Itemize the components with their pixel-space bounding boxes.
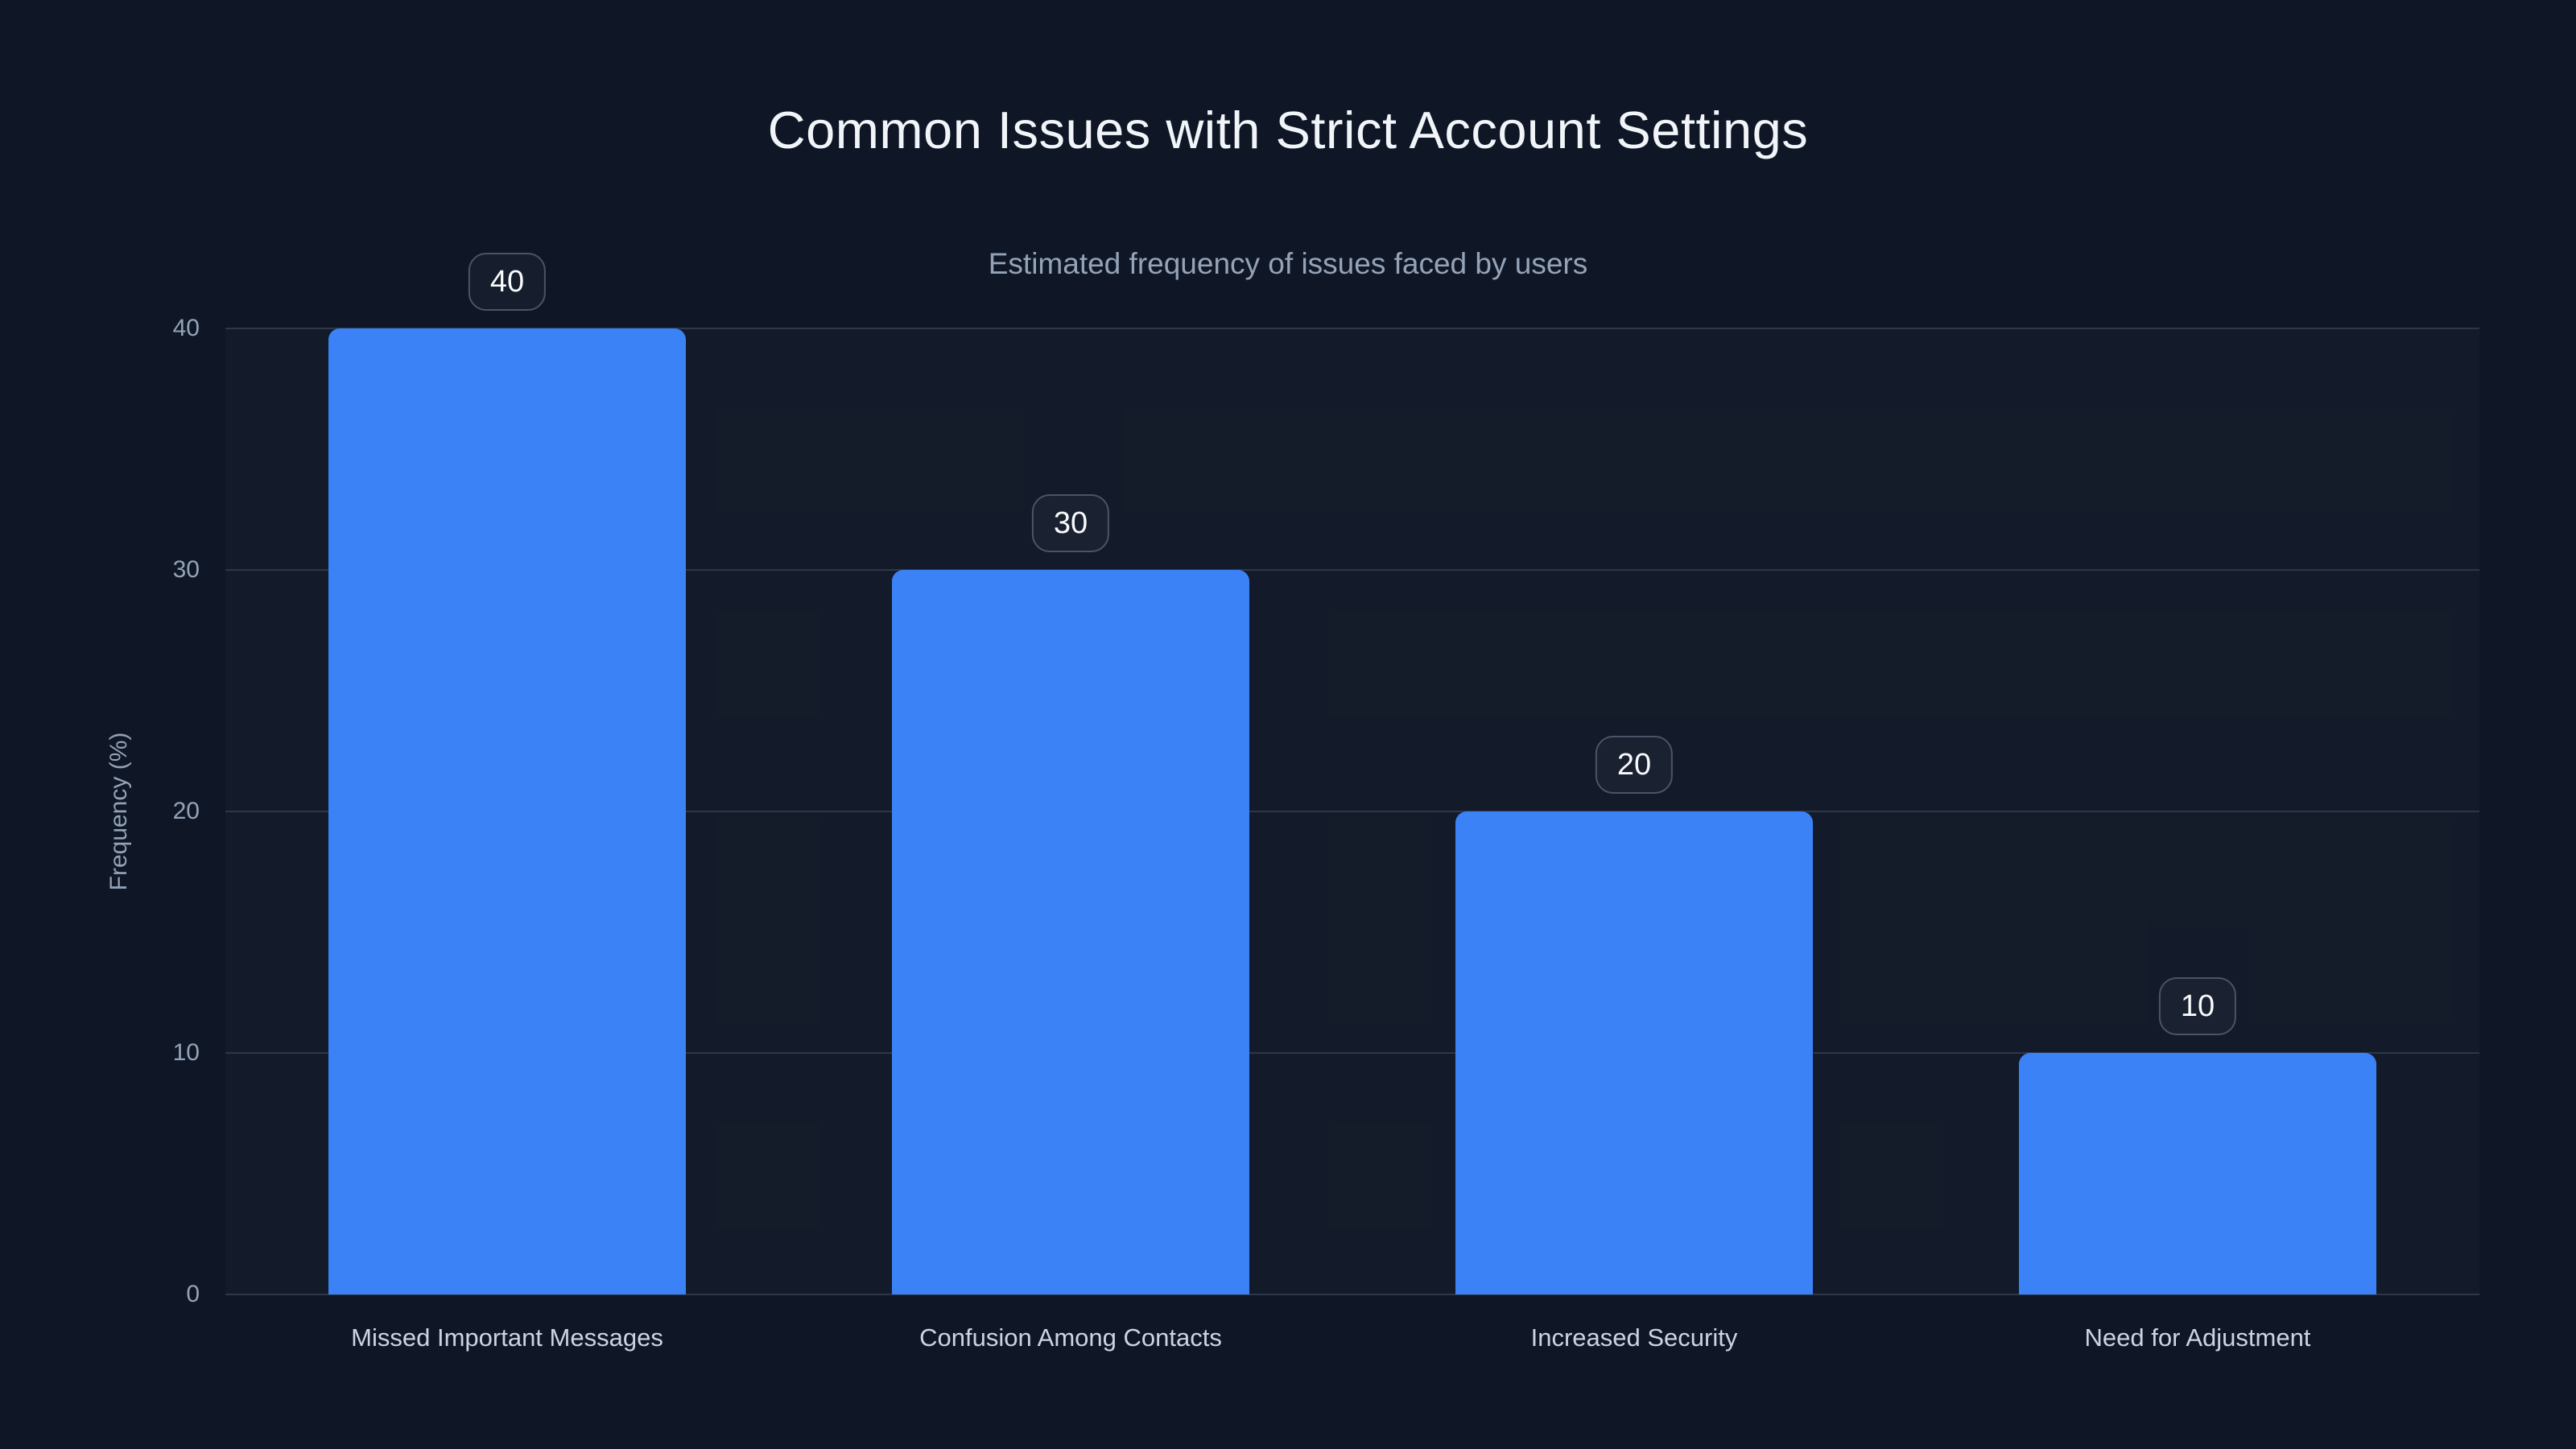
value-badge-increased-security: 20 [1595,736,1674,794]
value-badge-missed-important-messages: 40 [468,253,547,311]
chart-title: Common Issues with Strict Account Settin… [767,101,1809,159]
plot-area: 40 30 20 10 [225,253,2479,1295]
bar-confusion-among-contacts [892,570,1249,1294]
value-badge-need-for-adjustment: 10 [2158,977,2237,1035]
value-badge-confusion-among-contacts: 30 [1031,494,1110,552]
y-tick-label-40: 40 [172,315,200,341]
bar-increased-security [1455,811,1813,1294]
bar-missed-important-messages [328,328,686,1294]
chart-subtitle: Estimated frequency of issues faced by u… [988,247,1588,280]
gridline-y-30 [225,569,2479,571]
y-tick-label-0: 0 [186,1281,200,1307]
x-axis-label-increased-security: Increased Security [1530,1323,1738,1352]
bar-need-for-adjustment [2019,1053,2376,1294]
gridline-y-10 [225,1052,2479,1054]
x-axis-label-missed-important-messages: Missed Important Messages [351,1323,663,1352]
y-tick-label-30: 30 [172,556,200,583]
gridline-y-40 [225,328,2479,329]
gridline-y-0 [225,1294,2479,1295]
y-tick-label-20: 20 [172,798,200,824]
y-tick-label-10: 10 [172,1039,200,1066]
x-axis-label-need-for-adjustment: Need for Adjustment [2084,1323,2311,1352]
gridline-y-20 [225,811,2479,812]
x-axis-label-confusion-among-contacts: Confusion Among Contacts [919,1323,1222,1352]
